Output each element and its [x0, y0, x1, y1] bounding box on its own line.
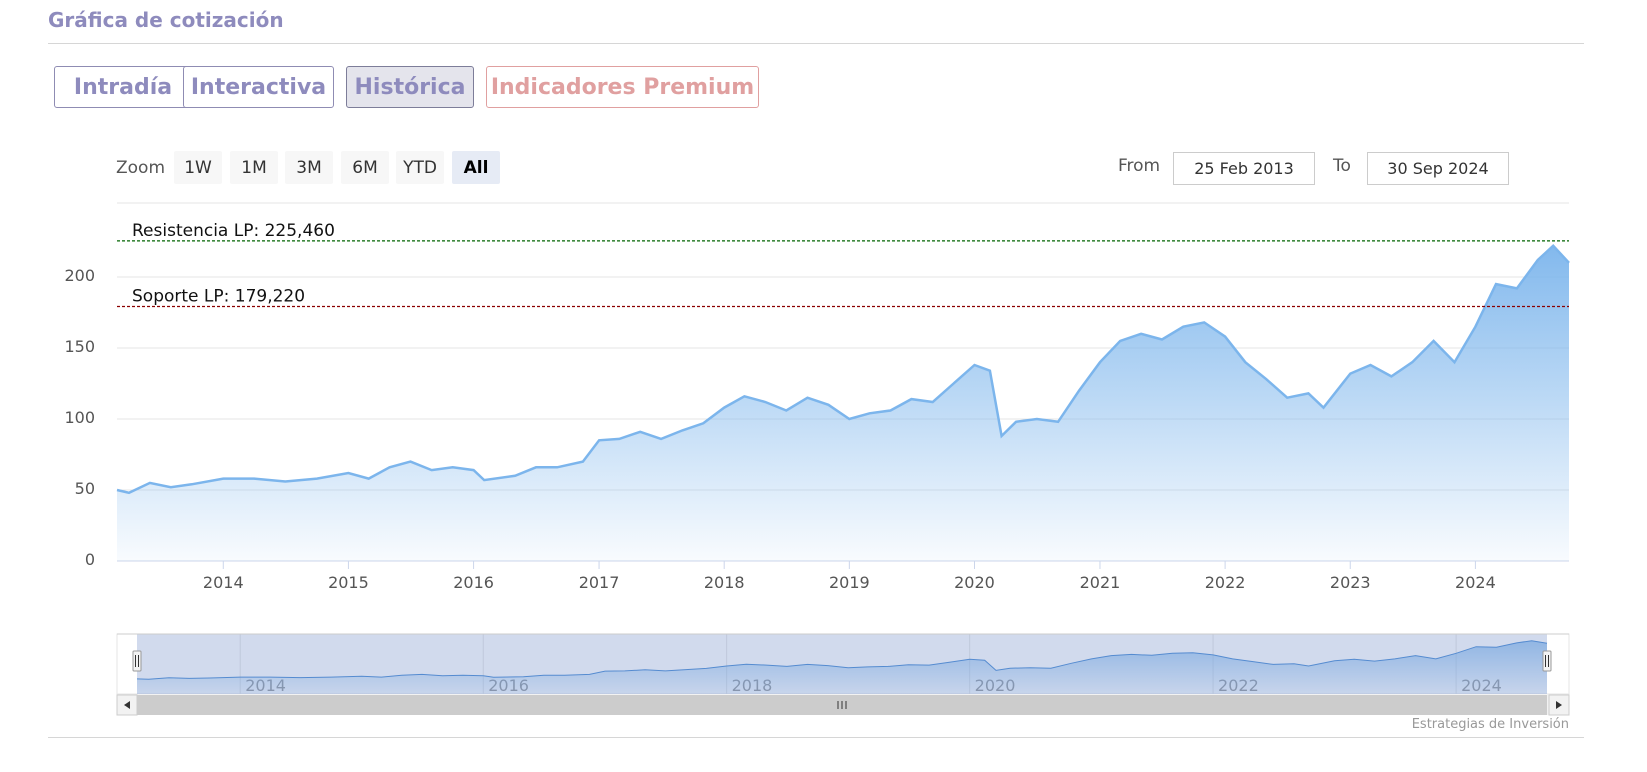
x-tick-label: 2014 [203, 573, 244, 592]
navigator-right-handle [1542, 650, 1552, 672]
range-to-input[interactable] [1367, 152, 1509, 185]
x-tick-label: 2018 [704, 573, 745, 592]
top-divider [48, 43, 1584, 44]
scrollbar-track [117, 695, 1569, 715]
price-area [117, 245, 1569, 562]
scrollbar-left-arrow-icon [124, 701, 130, 709]
range-to-label: To [1333, 156, 1351, 176]
navigator-area [137, 640, 1547, 694]
zoom-1m-button[interactable]: 1M [230, 151, 278, 184]
navigator-line [136, 640, 1548, 680]
support-label: Soporte LP: 179,220 [132, 287, 305, 307]
x-tick-label: 2017 [579, 573, 620, 592]
x-tick-label: 2015 [328, 573, 369, 592]
range-from-label: From [1118, 156, 1161, 176]
navigator-tick-label: 2020 [975, 676, 1016, 695]
tab-interactiva[interactable]: Interactiva [183, 66, 334, 108]
range-from-input[interactable] [1173, 152, 1315, 185]
navigator-tick-label: 2022 [1218, 676, 1259, 695]
zoom-label: Zoom [116, 158, 166, 178]
navigator-mask [137, 634, 1547, 694]
navigator-tick-label: 2014 [245, 676, 286, 695]
tab-historica[interactable]: Histórica [346, 66, 474, 108]
scrollbar-thumb [137, 695, 1547, 715]
zoom-3m-button[interactable]: 3M [285, 151, 333, 184]
x-tick-label: 2021 [1080, 573, 1121, 592]
price-line [116, 244, 1570, 495]
navigator-background [116, 633, 1570, 695]
zoom-all-button[interactable]: All [452, 151, 500, 184]
y-tick-label: 150 [64, 337, 95, 356]
x-tick-label: 2022 [1205, 573, 1246, 592]
tab-indicadores-premium[interactable]: Indicadores Premium [486, 66, 759, 108]
zoom-1w-button[interactable]: 1W [174, 151, 222, 184]
y-tick-label: 100 [64, 408, 95, 427]
y-tick-label: 0 [85, 550, 95, 569]
scrollbar-left-arrow [116, 694, 138, 716]
x-tick-label: 2023 [1330, 573, 1371, 592]
x-tick-label: 2024 [1455, 573, 1496, 592]
bottom-divider [48, 737, 1584, 738]
y-tick-label: 200 [64, 266, 95, 285]
zoom-ytd-button[interactable]: YTD [396, 151, 444, 184]
scrollbar-right-arrow-icon [1556, 701, 1562, 709]
tab-intradia[interactable]: Intradía [54, 66, 192, 108]
x-tick-label: 2016 [453, 573, 494, 592]
navigator-tick-label: 2018 [732, 676, 773, 695]
navigator-tick-label: 2016 [488, 676, 529, 695]
section-title: Gráfica de cotización [48, 8, 284, 32]
x-tick-label: 2019 [829, 573, 870, 592]
x-tick-label: 2020 [954, 573, 995, 592]
zoom-6m-button[interactable]: 6M [341, 151, 389, 184]
navigator-tick-label: 2024 [1461, 676, 1502, 695]
credits-label: Estrategias de Inversión [1411, 717, 1569, 732]
navigator-left-handle [132, 650, 142, 672]
scrollbar-right-arrow [1548, 694, 1570, 716]
y-tick-label: 50 [75, 479, 95, 498]
resistance-label: Resistencia LP: 225,460 [132, 221, 335, 241]
